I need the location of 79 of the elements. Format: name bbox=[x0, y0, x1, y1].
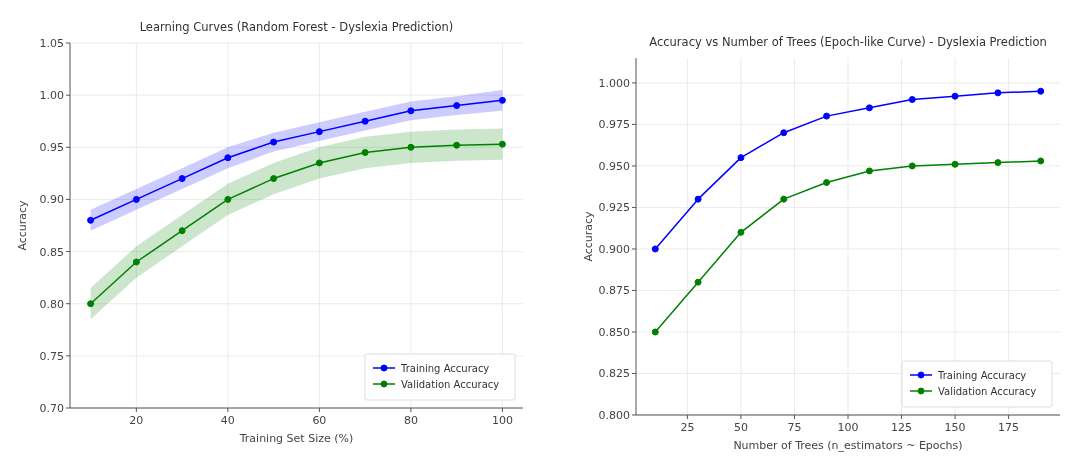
point bbox=[951, 160, 959, 168]
point bbox=[1037, 87, 1045, 95]
point bbox=[87, 300, 95, 308]
x-tick-label: 100 bbox=[491, 414, 513, 427]
point bbox=[908, 96, 916, 104]
point bbox=[651, 245, 659, 253]
y-tick-label: 0.950 bbox=[598, 159, 630, 173]
point bbox=[823, 179, 831, 187]
y-tick-label: 0.70 bbox=[39, 402, 64, 415]
point bbox=[780, 129, 788, 137]
y-axis-title: Accuracy bbox=[582, 210, 595, 262]
y-tick-label: 0.975 bbox=[598, 118, 630, 132]
x-tick-label: 175 bbox=[998, 421, 1020, 434]
y-tick-label: 0.75 bbox=[39, 349, 64, 363]
x-tick-label: 50 bbox=[733, 421, 748, 434]
legend-label: Validation Accuracy bbox=[401, 379, 500, 390]
chart-title: Accuracy vs Number of Trees (Epoch-like Curve) - Dyslexia Prediction bbox=[649, 35, 1047, 49]
y-tick-label: 0.875 bbox=[598, 284, 630, 298]
x-tick-label: 20 bbox=[129, 414, 144, 427]
x-tick-label: 60 bbox=[312, 414, 327, 427]
y-tick-label: 0.80 bbox=[39, 297, 64, 311]
x-axis-title: Number of Trees (n_estimators ~ Epochs) bbox=[733, 439, 963, 452]
x-tick-label: 80 bbox=[403, 414, 418, 427]
point bbox=[780, 195, 788, 203]
point bbox=[994, 159, 1002, 167]
x-tick-label: 100 bbox=[837, 421, 859, 434]
y-tick-label: 1.05 bbox=[39, 37, 64, 50]
point bbox=[315, 128, 323, 136]
x-tick-label: 150 bbox=[944, 421, 966, 434]
point bbox=[178, 227, 186, 235]
y-tick-label: 0.900 bbox=[598, 242, 630, 256]
legend-label: Training Accuracy bbox=[400, 363, 490, 374]
y-tick-label: 0.825 bbox=[598, 367, 630, 381]
point bbox=[865, 167, 873, 175]
point bbox=[694, 195, 702, 203]
point bbox=[224, 195, 232, 203]
point bbox=[823, 112, 831, 120]
legend-label: Training Accuracy bbox=[937, 370, 1027, 381]
x-axis-title: Training Set Size (%) bbox=[238, 432, 354, 445]
y-tick-label: 0.800 bbox=[598, 409, 630, 422]
point bbox=[407, 107, 415, 115]
point bbox=[315, 159, 323, 167]
point bbox=[737, 154, 745, 162]
point bbox=[498, 96, 506, 104]
point bbox=[651, 328, 659, 336]
point bbox=[270, 175, 278, 183]
y-tick-label: 0.925 bbox=[598, 201, 630, 215]
y-axis-title: Accuracy bbox=[16, 199, 29, 251]
point bbox=[178, 175, 186, 183]
y-tick-label: 0.90 bbox=[39, 193, 64, 207]
legend-label: Validation Accuracy bbox=[938, 386, 1037, 397]
y-tick-label: 1.000 bbox=[598, 76, 630, 90]
point bbox=[87, 216, 95, 224]
x-tick-label: 125 bbox=[891, 421, 913, 434]
point bbox=[361, 117, 369, 125]
point bbox=[1037, 157, 1045, 165]
point bbox=[694, 278, 702, 286]
point bbox=[951, 92, 959, 100]
point bbox=[994, 89, 1002, 97]
point bbox=[908, 162, 916, 170]
y-tick-label: 0.85 bbox=[39, 245, 64, 259]
point bbox=[453, 141, 461, 149]
point bbox=[407, 143, 415, 151]
point bbox=[361, 149, 369, 156]
x-tick-label: 40 bbox=[220, 414, 235, 427]
y-tick-label: 0.850 bbox=[598, 325, 630, 339]
chart-title: Learning Curves (Random Forest - Dyslexia Prediction) bbox=[139, 20, 454, 34]
point bbox=[498, 140, 506, 148]
y-tick-label: 0.95 bbox=[39, 141, 64, 155]
x-tick-label: 25 bbox=[680, 421, 695, 434]
point bbox=[132, 195, 140, 203]
point bbox=[865, 104, 873, 112]
point bbox=[132, 258, 140, 266]
point bbox=[224, 154, 232, 162]
x-tick-label: 75 bbox=[787, 421, 802, 434]
point bbox=[453, 102, 461, 110]
y-tick-label: 1.00 bbox=[39, 89, 64, 103]
point bbox=[737, 228, 745, 236]
point bbox=[270, 138, 278, 146]
